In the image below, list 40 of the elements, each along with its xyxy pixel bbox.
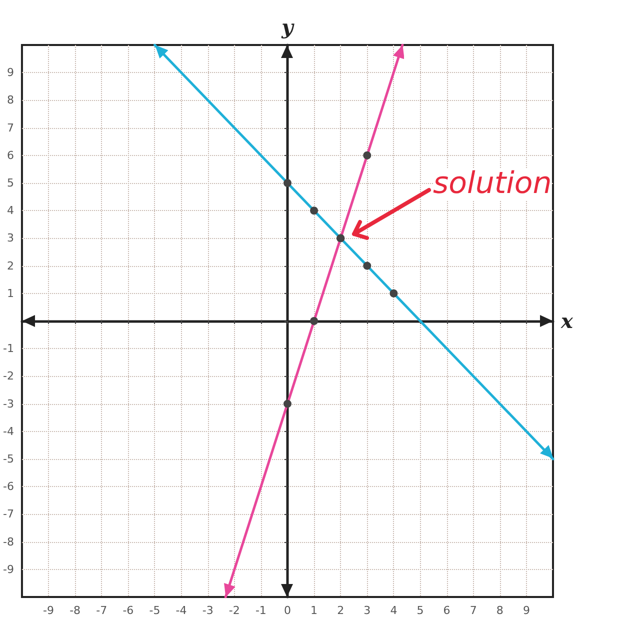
x-tick-label: 1 <box>310 604 318 617</box>
y-tick-label: -2 <box>3 370 14 383</box>
y-tick-label: 4 <box>6 204 14 218</box>
x-tick-label: 3 <box>364 604 371 617</box>
y-tick-label: 9 <box>6 66 14 80</box>
y-tick-label: -6 <box>3 480 14 494</box>
x-tick-label: -9 <box>43 604 54 617</box>
x-tick-label: -6 <box>122 604 134 617</box>
x-tick-label: 6 <box>443 604 450 617</box>
x-tick-label: -4 <box>176 604 187 617</box>
y-tick-label: -5 <box>3 452 14 466</box>
x-tick-label: -7 <box>96 604 108 617</box>
y-tick-label: 3 <box>6 232 14 245</box>
x-tick-label: -2 <box>228 604 240 617</box>
y-tick-label: -9 <box>3 562 14 576</box>
y-tick-label: 2 <box>6 259 14 272</box>
y-axis-title: y <box>280 15 295 39</box>
x-tick-label: -5 <box>149 604 160 617</box>
x-tick-label: 0 <box>284 604 291 617</box>
y-tick-label: -4 <box>3 424 14 438</box>
x-tick-label: 2 <box>337 604 344 617</box>
y-tick-label: -1 <box>3 342 14 356</box>
y-tick-label: -7 <box>3 508 14 521</box>
x-tick-label: -3 <box>202 604 214 617</box>
y-tick-label: 6 <box>6 148 14 162</box>
y-tick-label: 1 <box>6 286 14 300</box>
y-tick-label: 7 <box>6 121 14 134</box>
y-tick-label: -8 <box>3 535 14 548</box>
x-axis-title: x <box>560 309 574 333</box>
y-tick-label: 8 <box>6 94 14 107</box>
y-tick-label: 5 <box>6 176 14 190</box>
x-tick-label: -8 <box>70 604 81 617</box>
y-tick-label: -3 <box>3 397 14 410</box>
x-tick-label: 7 <box>470 604 477 617</box>
x-tick-label: 5 <box>416 604 424 617</box>
x-tick-label: 9 <box>522 604 530 617</box>
x-tick-label: 8 <box>496 604 504 617</box>
annotation: solution <box>433 166 552 201</box>
x-tick-label: 4 <box>390 604 398 617</box>
x-tick-label: -1 <box>255 604 266 617</box>
